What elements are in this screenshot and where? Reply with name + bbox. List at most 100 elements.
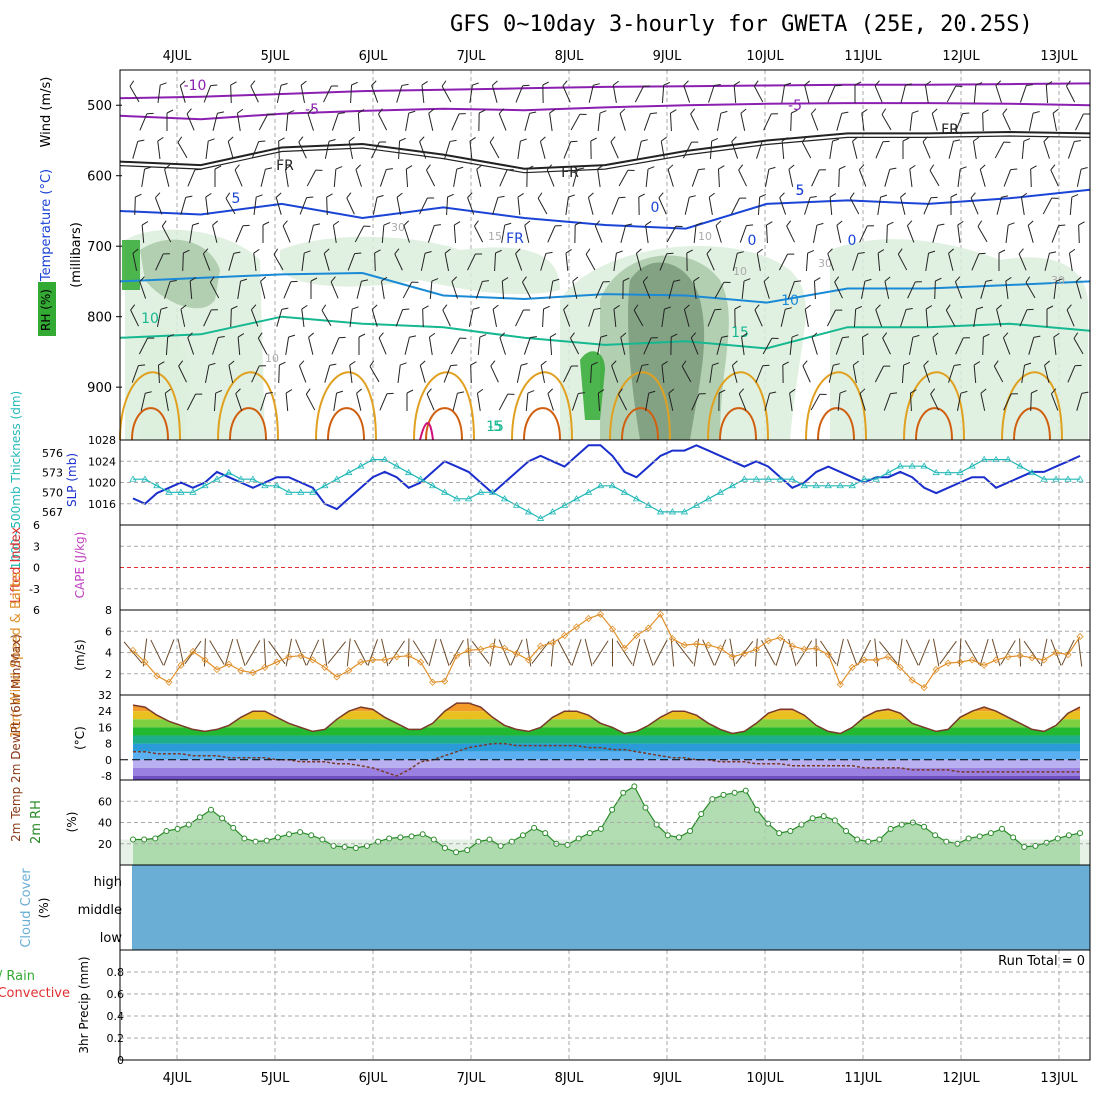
wind-barb-flag [1001,195,1009,198]
wind-barb [354,225,371,243]
wind-barb [202,248,211,271]
wind-barb-shaft [139,281,147,299]
wind-barb-10m [412,640,429,665]
wind-barb-shaft [946,85,957,103]
wind-barb-shaft [620,337,626,355]
wind-barb-flag [355,164,362,170]
thickness-marker [189,488,197,495]
wind-barb [1021,138,1031,160]
wind-barb-10m [428,638,437,667]
wind-barb [405,110,416,131]
wind-speed-marker [560,631,569,640]
wind-barb-shaft [861,113,865,132]
wind-barb-shaft [1075,113,1084,131]
wind-barb [498,393,515,411]
wind-barb [1068,248,1076,271]
wind-barb-shaft [307,113,314,131]
wind-barb-flag [754,304,760,311]
wind-barb [881,108,892,131]
wind-barb-shaft [955,113,964,131]
wind-barb-shaft [909,169,913,188]
wind-barb [826,309,843,327]
wind-barb-shaft [693,638,700,667]
wind-barb-flag [235,388,241,394]
wind-barb [973,306,984,327]
wind-barb-flag [1008,222,1015,226]
wind-barb-flag [884,276,891,282]
wind-barb-shaft [227,141,234,159]
wind-barb [419,360,426,383]
wind-barb-flag [225,192,231,199]
wind-barb-flag [1066,304,1072,311]
wind-barb-shaft [733,84,737,104]
wind-barb [1076,391,1089,411]
wind-barb [214,165,222,187]
wind-barb [494,249,502,272]
wind-barb [619,108,626,131]
wind-barb-shaft [1023,640,1041,665]
wind-barb-flag [237,333,245,338]
wind-barb-shaft [693,281,697,299]
wind-barb-10m [788,638,797,667]
wind-barb-shaft [597,337,602,355]
wind-barb-shaft [189,280,193,300]
wind-barb [588,83,600,103]
wind-barb [805,249,815,272]
wind-barb-shaft [1030,168,1032,188]
wind-barb-shaft [801,141,812,159]
wind-barb-shaft [491,85,498,103]
wind-barb-flag [708,192,715,198]
rh-shading [122,240,140,290]
wind-barb-shaft [738,169,747,187]
wind-barb [177,136,188,159]
wind-barb-flag [570,332,575,339]
wind-barb-flag [597,164,604,170]
wind-barb-10m [643,639,654,666]
wind-barb-10m [616,640,633,665]
wind-barb [897,248,908,271]
wind-barb [618,169,635,187]
wind-barb-flag [307,108,314,114]
wind-barb [205,138,215,160]
wind-barb [709,137,719,160]
wind-barb-flag [250,80,256,87]
isotherm-line [217,371,279,441]
wind-barb-flag [178,360,184,367]
rh2m-marker [185,821,192,828]
rh2m-marker [453,849,460,856]
wind-barb-shaft [333,168,337,188]
wind-barb-flag [227,136,234,142]
wind-barb-shaft [643,113,651,131]
wind-barb-flag [374,249,381,254]
wind-barb [283,280,298,299]
wind-barb-shaft [179,85,186,103]
wind-barb [804,80,811,103]
thickness-marker [644,501,653,508]
temp-tick-label: 32 [98,689,112,702]
wind-barb [356,388,363,411]
wind-barb-flag [689,195,696,198]
wind-barb [420,251,432,271]
wind-barb [204,362,216,383]
ylabel-wind10m: 10m Wind Speed & Barbs [9,572,24,739]
wind-barb [730,197,747,215]
wind-barb-shaft [476,169,482,187]
wind-barb-shaft [585,254,596,271]
wind-barb-flag [451,276,458,282]
thickness-marker [177,488,185,495]
wind-barb [235,388,243,411]
wind-barb-shaft [253,197,257,216]
wind-barb-flag [361,279,369,282]
wind-barb [347,252,362,271]
wind-barb [429,278,439,300]
wind-barb [452,391,465,411]
wind-speed-marker [1028,654,1036,662]
wind-barb-shaft [982,112,984,132]
wind-speed-marker [860,656,868,664]
wind-barb-flag [975,82,983,86]
wind-barb [262,221,270,243]
wind-barb-flag [288,334,296,338]
wind-barb-flag [979,164,986,170]
wind-barb-shaft [1078,224,1080,244]
rh-shading [280,236,560,295]
